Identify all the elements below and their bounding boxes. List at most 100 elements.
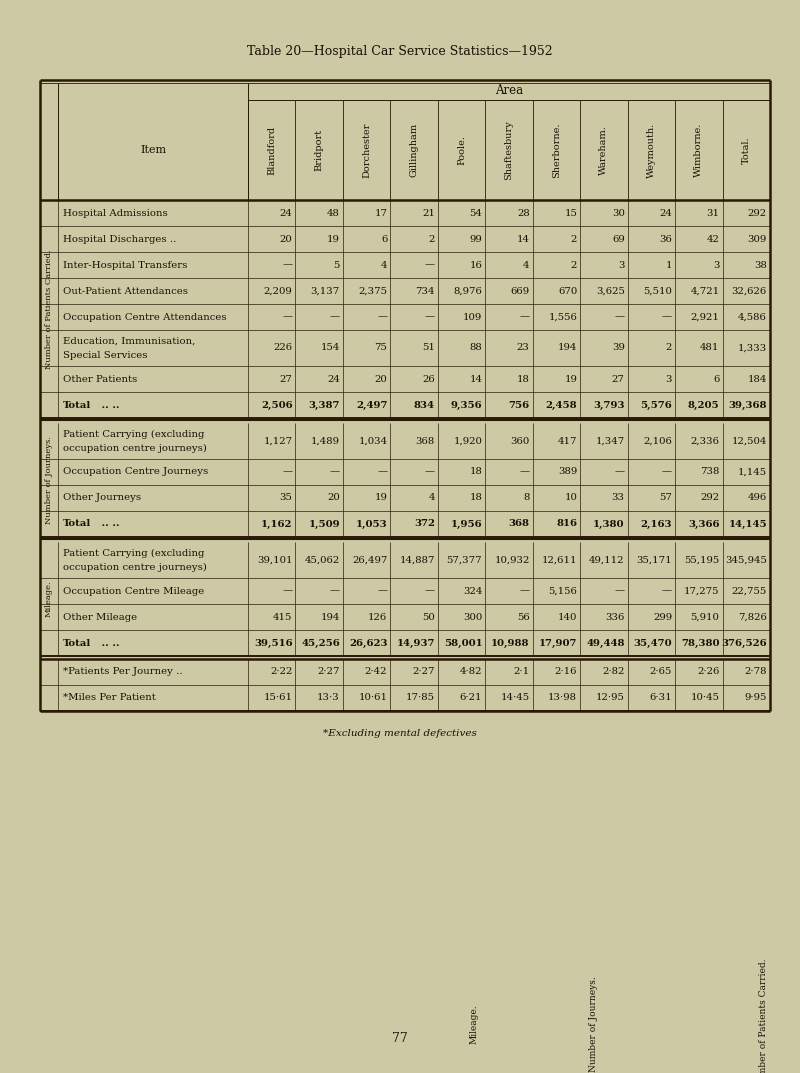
Text: Area: Area <box>495 85 523 98</box>
Text: 756: 756 <box>509 400 530 410</box>
Text: 77: 77 <box>392 1031 408 1044</box>
Text: .. ..: .. .. <box>98 519 119 529</box>
Text: 2,506: 2,506 <box>261 400 293 410</box>
Text: 194: 194 <box>321 613 340 621</box>
Text: 35,171: 35,171 <box>637 556 672 564</box>
Text: Total: Total <box>63 400 91 410</box>
Text: 738: 738 <box>700 468 719 476</box>
Text: 75: 75 <box>374 343 387 353</box>
Text: Sherborne.: Sherborne. <box>552 122 561 178</box>
Text: 1,920: 1,920 <box>454 437 482 445</box>
Text: 496: 496 <box>748 494 767 502</box>
Text: 8,205: 8,205 <box>688 400 719 410</box>
Text: 55,195: 55,195 <box>684 556 719 564</box>
Text: 6·31: 6·31 <box>650 693 672 703</box>
Text: 1: 1 <box>666 261 672 269</box>
Text: Mileage.: Mileage. <box>470 1004 478 1044</box>
Text: 50: 50 <box>422 613 435 621</box>
Text: Mileage.: Mileage. <box>45 580 53 617</box>
Text: 69: 69 <box>612 235 625 244</box>
Text: 1,162: 1,162 <box>261 519 293 529</box>
Text: .. ..: .. .. <box>98 400 119 410</box>
Text: 13·98: 13·98 <box>548 693 577 703</box>
Text: 42: 42 <box>706 235 719 244</box>
Text: 3,387: 3,387 <box>309 400 340 410</box>
Text: 26: 26 <box>422 374 435 383</box>
Text: 17: 17 <box>374 208 387 218</box>
Text: —: — <box>330 468 340 476</box>
Text: 30: 30 <box>612 208 625 218</box>
Text: 816: 816 <box>556 519 577 529</box>
Text: Education, Immunisation,: Education, Immunisation, <box>63 337 195 346</box>
Text: 368: 368 <box>415 437 435 445</box>
Text: Patient Carrying (excluding: Patient Carrying (excluding <box>63 429 204 439</box>
Text: *Excluding mental defectives: *Excluding mental defectives <box>323 729 477 738</box>
Text: 300: 300 <box>463 613 482 621</box>
Text: 1,127: 1,127 <box>263 437 293 445</box>
Text: Occupation Centre Attendances: Occupation Centre Attendances <box>63 312 226 322</box>
Text: occupation centre journeys): occupation centre journeys) <box>63 562 207 572</box>
Text: 28: 28 <box>517 208 530 218</box>
Text: 17,907: 17,907 <box>538 638 577 647</box>
Text: 3: 3 <box>666 374 672 383</box>
Text: 21: 21 <box>422 208 435 218</box>
Text: Shaftesbury: Shaftesbury <box>505 120 514 180</box>
Text: 1,489: 1,489 <box>311 437 340 445</box>
Text: 2: 2 <box>571 261 577 269</box>
Text: Gillingham: Gillingham <box>410 123 418 177</box>
Text: 5,156: 5,156 <box>548 587 577 596</box>
Text: 14,145: 14,145 <box>728 519 767 529</box>
Text: Total: Total <box>63 638 91 647</box>
Text: —: — <box>425 587 435 596</box>
Text: 2,375: 2,375 <box>358 286 387 295</box>
Text: Number of Patients Carried.: Number of Patients Carried. <box>45 249 53 369</box>
Text: 1,053: 1,053 <box>356 519 387 529</box>
Text: —: — <box>614 468 625 476</box>
Text: 10: 10 <box>564 494 577 502</box>
Text: —: — <box>520 312 530 322</box>
Text: 6: 6 <box>381 235 387 244</box>
Text: 3: 3 <box>713 261 719 269</box>
Text: —: — <box>662 312 672 322</box>
Text: 389: 389 <box>558 468 577 476</box>
Text: 3,366: 3,366 <box>688 519 719 529</box>
Text: 45,256: 45,256 <box>301 638 340 647</box>
Text: 2,921: 2,921 <box>690 312 719 322</box>
Text: Patient Carrying (excluding: Patient Carrying (excluding <box>63 548 204 558</box>
Text: 2·65: 2·65 <box>650 667 672 676</box>
Text: 1,347: 1,347 <box>595 437 625 445</box>
Text: 18: 18 <box>517 374 530 383</box>
Text: 19: 19 <box>374 494 387 502</box>
Text: 6: 6 <box>713 374 719 383</box>
Text: 417: 417 <box>558 437 577 445</box>
Text: Item: Item <box>140 145 166 155</box>
Text: Other Mileage: Other Mileage <box>63 613 137 621</box>
Text: .. ..: .. .. <box>98 638 119 647</box>
Text: 3,625: 3,625 <box>596 286 625 295</box>
Text: 32,626: 32,626 <box>732 286 767 295</box>
Text: 24: 24 <box>327 374 340 383</box>
Text: —: — <box>662 587 672 596</box>
Text: 18: 18 <box>470 468 482 476</box>
Text: —: — <box>282 587 293 596</box>
Text: 57: 57 <box>659 494 672 502</box>
Text: 8: 8 <box>523 494 530 502</box>
Text: 372: 372 <box>414 519 435 529</box>
Text: 19: 19 <box>564 374 577 383</box>
Text: —: — <box>614 587 625 596</box>
Text: 10,988: 10,988 <box>491 638 530 647</box>
Text: 2: 2 <box>571 235 577 244</box>
Text: 1,956: 1,956 <box>450 519 482 529</box>
Text: Number of Journeys.: Number of Journeys. <box>45 436 53 524</box>
Text: 2: 2 <box>429 235 435 244</box>
Text: —: — <box>378 587 387 596</box>
Text: 360: 360 <box>510 437 530 445</box>
Text: 2,209: 2,209 <box>264 286 293 295</box>
Text: Hospital Admissions: Hospital Admissions <box>63 208 168 218</box>
Text: 5,910: 5,910 <box>690 613 719 621</box>
Text: 6·21: 6·21 <box>460 693 482 703</box>
Text: Other Journeys: Other Journeys <box>63 494 141 502</box>
Text: Hospital Discharges ..: Hospital Discharges .. <box>63 235 176 244</box>
Text: 669: 669 <box>510 286 530 295</box>
Text: 7,826: 7,826 <box>738 613 767 621</box>
